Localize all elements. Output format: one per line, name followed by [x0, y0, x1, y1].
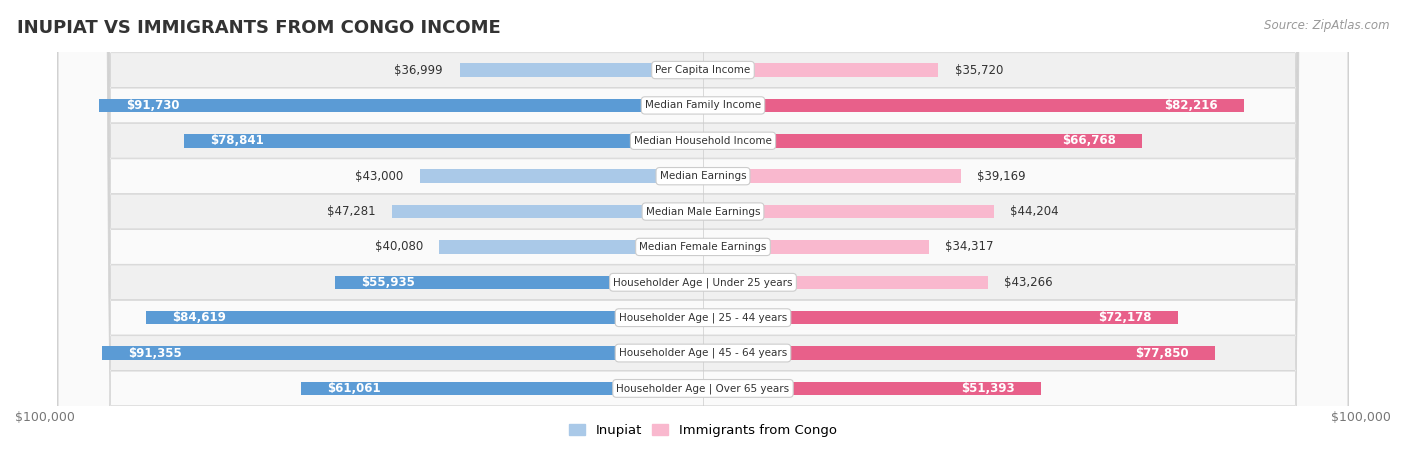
Bar [146, 311, 703, 325]
Text: $77,850: $77,850 [1136, 347, 1189, 360]
Text: $43,266: $43,266 [1004, 276, 1053, 289]
Bar [703, 205, 994, 218]
Text: Householder Age | Under 25 years: Householder Age | Under 25 years [613, 277, 793, 288]
Text: $91,730: $91,730 [125, 99, 179, 112]
Text: $35,720: $35,720 [955, 64, 1002, 77]
Bar [101, 347, 703, 360]
FancyBboxPatch shape [58, 0, 1348, 467]
Bar [460, 64, 703, 77]
Text: Householder Age | Over 65 years: Householder Age | Over 65 years [616, 383, 790, 394]
Text: $84,619: $84,619 [173, 311, 226, 324]
Bar [439, 240, 703, 254]
Text: $43,000: $43,000 [356, 170, 404, 183]
Text: $36,999: $36,999 [395, 64, 443, 77]
FancyBboxPatch shape [58, 0, 1348, 467]
Bar [703, 240, 929, 254]
Text: $40,080: $40,080 [374, 241, 423, 254]
Bar [703, 99, 1244, 112]
FancyBboxPatch shape [58, 0, 1348, 467]
FancyBboxPatch shape [58, 0, 1348, 467]
Text: $66,768: $66,768 [1062, 134, 1116, 147]
Bar [335, 276, 703, 289]
FancyBboxPatch shape [58, 0, 1348, 467]
Text: $55,935: $55,935 [361, 276, 415, 289]
Bar [420, 170, 703, 183]
Text: Median Earnings: Median Earnings [659, 171, 747, 181]
Bar [301, 382, 703, 395]
Bar [703, 382, 1042, 395]
Text: $44,204: $44,204 [1011, 205, 1059, 218]
Text: Source: ZipAtlas.com: Source: ZipAtlas.com [1264, 19, 1389, 32]
Text: $82,216: $82,216 [1164, 99, 1218, 112]
Bar [703, 170, 960, 183]
Text: Median Family Income: Median Family Income [645, 100, 761, 110]
Bar [703, 311, 1178, 325]
Bar [703, 134, 1143, 148]
FancyBboxPatch shape [58, 0, 1348, 467]
Text: Per Capita Income: Per Capita Income [655, 65, 751, 75]
Text: $39,169: $39,169 [977, 170, 1026, 183]
FancyBboxPatch shape [58, 0, 1348, 467]
Text: $78,841: $78,841 [211, 134, 264, 147]
Text: $72,178: $72,178 [1098, 311, 1152, 324]
Bar [703, 64, 938, 77]
Text: $61,061: $61,061 [328, 382, 381, 395]
FancyBboxPatch shape [58, 0, 1348, 467]
Text: Householder Age | 25 - 44 years: Householder Age | 25 - 44 years [619, 312, 787, 323]
Text: $34,317: $34,317 [945, 241, 994, 254]
Bar [703, 276, 988, 289]
Text: Median Male Earnings: Median Male Earnings [645, 206, 761, 217]
FancyBboxPatch shape [58, 0, 1348, 467]
Bar [100, 99, 703, 112]
Text: $91,355: $91,355 [128, 347, 181, 360]
Legend: Inupiat, Immigrants from Congo: Inupiat, Immigrants from Congo [564, 418, 842, 442]
Text: Median Household Income: Median Household Income [634, 136, 772, 146]
Text: Median Female Earnings: Median Female Earnings [640, 242, 766, 252]
Bar [392, 205, 703, 218]
Text: INUPIAT VS IMMIGRANTS FROM CONGO INCOME: INUPIAT VS IMMIGRANTS FROM CONGO INCOME [17, 19, 501, 37]
Text: $51,393: $51,393 [962, 382, 1015, 395]
Bar [184, 134, 703, 148]
Text: $47,281: $47,281 [326, 205, 375, 218]
Bar [703, 347, 1215, 360]
Text: Householder Age | 45 - 64 years: Householder Age | 45 - 64 years [619, 348, 787, 358]
FancyBboxPatch shape [58, 0, 1348, 467]
